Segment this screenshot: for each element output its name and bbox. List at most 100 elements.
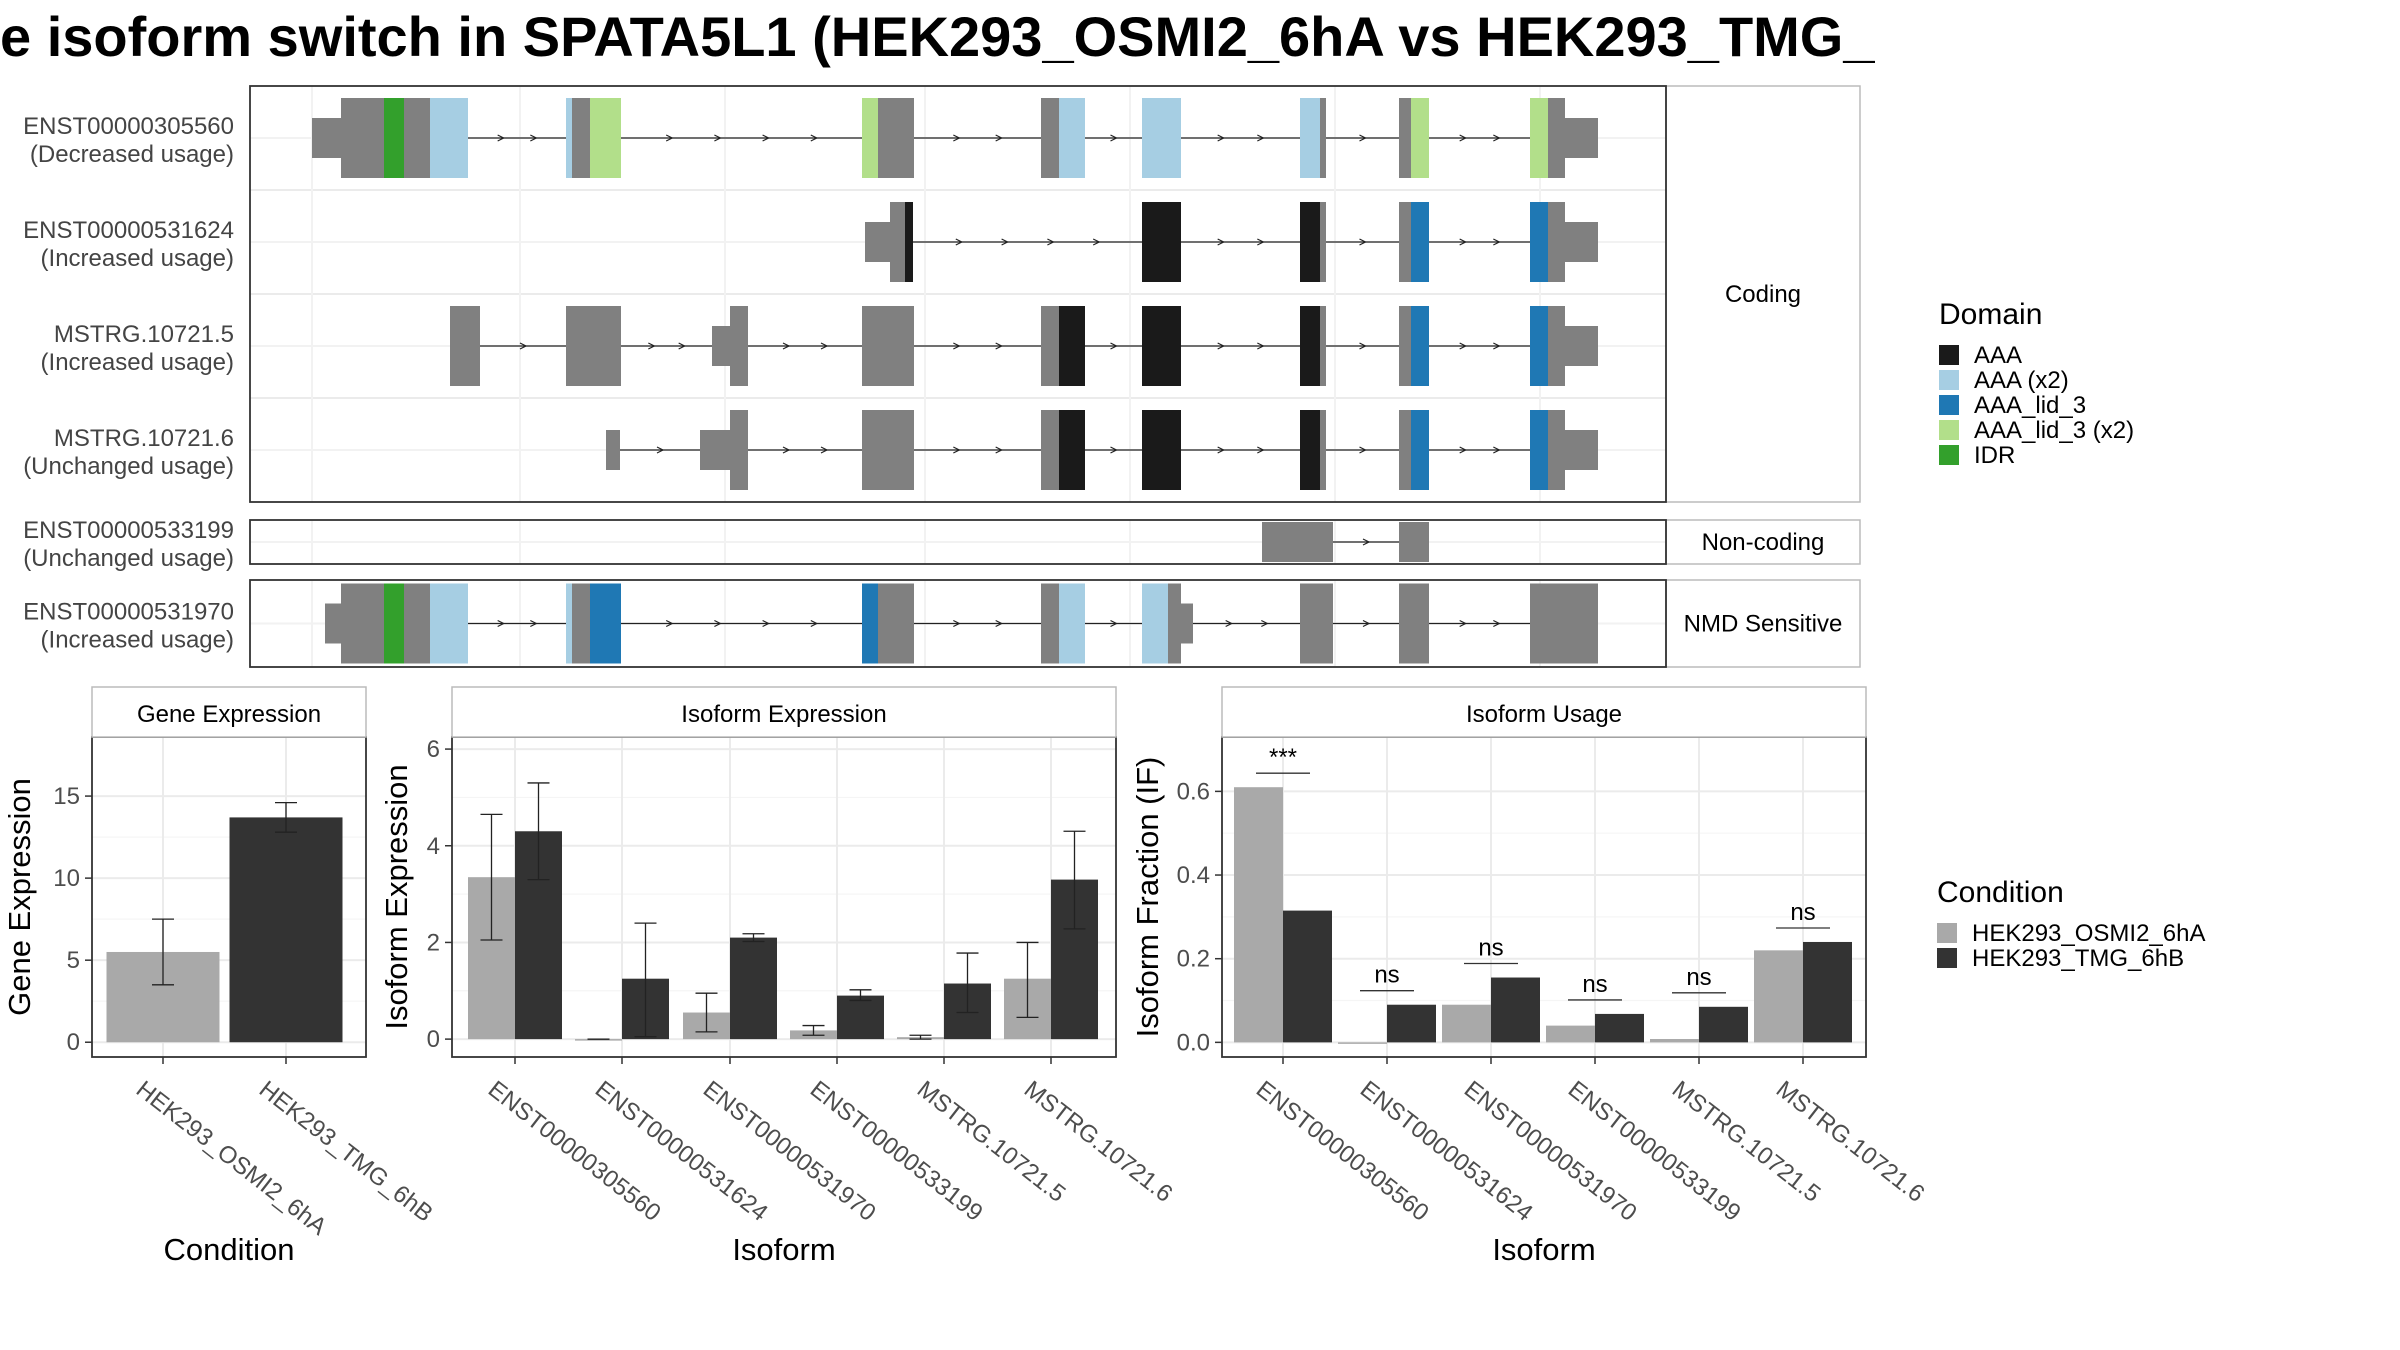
intron-arrow <box>1493 446 1501 454</box>
exon-c <box>1041 410 1059 490</box>
x-axis-title: Isoform <box>732 1232 835 1267</box>
y-tick-label: 6 <box>427 736 440 763</box>
transcript-usage: (Increased usage) <box>41 245 234 272</box>
intron-arrow <box>995 342 1004 350</box>
domain-legend-key <box>1939 370 1959 390</box>
exon-utr <box>700 430 730 470</box>
panel-strip-label: Non-coding <box>1702 529 1825 556</box>
intron-arrow <box>1493 342 1501 350</box>
exon-AAA_x2 <box>430 98 468 178</box>
x-tick-label: ENST00000533199 <box>1563 1076 1746 1227</box>
intron-arrow <box>1493 238 1501 246</box>
bar <box>1491 977 1540 1043</box>
intron-arrow <box>953 342 961 350</box>
x-tick-label: ENST00000533199 <box>805 1076 988 1227</box>
intron-arrow <box>530 619 538 628</box>
x-tick-label: ENST00000305560 <box>483 1076 666 1227</box>
domain-legend-key <box>1939 395 1959 415</box>
condition-legend-title: Condition <box>1937 876 2064 909</box>
condition-legend-label: HEK293_OSMI2_6hA <box>1972 920 2205 947</box>
page-title: e isoform switch in SPATA5L1 (HEK293_OSM… <box>0 5 1875 68</box>
exon-c <box>1041 583 1059 664</box>
intron-arrow <box>1362 619 1371 628</box>
intron-arrow <box>1493 619 1501 628</box>
exon-utr <box>712 326 730 366</box>
intron-arrow <box>1257 446 1265 454</box>
exon-nc <box>1399 583 1429 664</box>
structure-panel-border <box>249 579 1667 668</box>
intron-arrow <box>953 619 961 628</box>
exon-c <box>1320 98 1326 178</box>
bar <box>1650 1039 1699 1043</box>
significance-label: ns <box>1790 899 1815 926</box>
intron-arrow <box>995 619 1004 628</box>
significance-label: ns <box>1582 971 1607 998</box>
intron-arrow <box>995 134 1004 142</box>
y-tick-label: 0 <box>67 1029 80 1056</box>
panel-strip <box>1665 519 1861 565</box>
intron-arrow <box>1459 446 1468 454</box>
intron-arrow <box>1217 134 1226 142</box>
intron-arrow <box>656 446 665 454</box>
transcript-usage: (Decreased usage) <box>30 141 234 168</box>
intron-arrow <box>810 134 819 142</box>
exon-AAA_lid_3 <box>862 583 878 664</box>
intron-arrow <box>782 446 791 454</box>
exon-c <box>572 98 590 178</box>
exon-AAA_x2 <box>1300 98 1320 178</box>
intron-arrow <box>1257 134 1265 142</box>
exon-AAA <box>1300 306 1320 386</box>
y-tick-label: 4 <box>427 833 440 860</box>
significance-label: ns <box>1374 962 1399 989</box>
intron-arrow <box>665 134 674 142</box>
significance-label: *** <box>1269 744 1297 771</box>
exon-AAA <box>1142 306 1181 386</box>
intron-arrow <box>820 446 829 454</box>
chart-title-strip <box>451 686 1117 738</box>
transcript-name: ENST00000531970 <box>23 599 234 626</box>
exon-utr <box>1565 430 1598 470</box>
panel-strip <box>1665 579 1861 668</box>
intron-arrow <box>530 134 538 142</box>
y-tick-label: 0.4 <box>1177 862 1210 889</box>
bar <box>1803 941 1852 1043</box>
exon-c <box>1399 202 1411 282</box>
exon-nc <box>1399 522 1429 562</box>
exon-c <box>730 410 748 490</box>
intron-arrow <box>1110 446 1118 454</box>
domain-legend-key <box>1939 420 1959 440</box>
x-tick-label: ENST00000531970 <box>698 1076 881 1227</box>
structure-panel-border <box>249 519 1667 565</box>
exon-AAA <box>905 202 913 282</box>
intron-arrow <box>1217 342 1226 350</box>
intron-arrow <box>1225 619 1234 628</box>
exon-AAA_lid_3 <box>1530 306 1548 386</box>
exon-nc <box>1300 583 1333 664</box>
domain-legend-key <box>1939 345 1959 365</box>
panel-strip-label: Coding <box>1725 281 1801 308</box>
domain-IDR <box>384 98 404 178</box>
exon-AAA_lid_3 <box>1530 410 1548 490</box>
intron-arrow <box>1110 619 1118 628</box>
panel-strip-label: NMD Sensitive <box>1684 611 1843 638</box>
exon-AAA_x2 <box>566 98 572 178</box>
significance-label: ns <box>1478 935 1503 962</box>
transcript-name: MSTRG.10721.6 <box>54 425 234 452</box>
intron-arrow <box>1092 238 1101 246</box>
chart-title: Isoform Usage <box>1466 701 1622 728</box>
x-tick-label: ENST00000531624 <box>1355 1076 1538 1227</box>
intron-arrow <box>1261 619 1269 628</box>
exon-c <box>1548 410 1565 490</box>
exon-c <box>1320 410 1326 490</box>
exon-AAA_lid_3 <box>1411 202 1429 282</box>
intron-arrow <box>1110 134 1118 142</box>
intron-arrow <box>1110 342 1118 350</box>
domain-legend-label: AAA <box>1974 342 2022 369</box>
exon-AAA <box>1059 410 1085 490</box>
bar <box>1387 1004 1436 1043</box>
intron-arrow <box>678 342 687 350</box>
bar <box>1338 1042 1387 1044</box>
exon-AAA_lid_3_x2 <box>1530 98 1548 178</box>
exon-AAA_lid_3 <box>1530 202 1548 282</box>
